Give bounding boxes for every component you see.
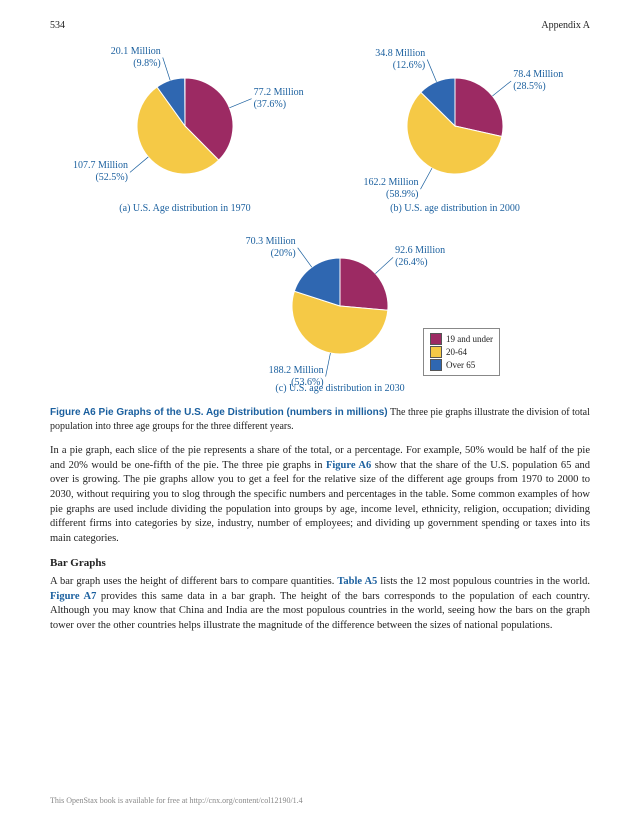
pie-slice-label: 34.8 Million(12.6%): [367, 48, 425, 72]
section-heading-bar-graphs: Bar Graphs: [50, 557, 590, 569]
pie-slice-label: 77.2 Million(37.6%): [254, 87, 304, 111]
pie-caption: (a) U.S. Age distribution in 1970: [65, 203, 305, 214]
paragraph-1: In a pie graph, each slice of the pie re…: [50, 444, 590, 547]
section-label: Appendix A: [541, 20, 590, 31]
paragraph-2: A bar graph uses the height of different…: [50, 575, 590, 634]
pie-caption: (c) U.S. age distribution in 2030: [220, 383, 460, 394]
page-header: 534 Appendix A: [50, 20, 590, 31]
pie-chart-a: 77.2 Million(37.6%) 107.7 Million(52.5%) 2…: [65, 46, 305, 216]
pie-slice-label: 92.6 Million(26.4%): [395, 245, 445, 269]
page-number: 534: [50, 20, 65, 31]
pie-chart-b: 78.4 Million(28.5%) 162.2 Million(58.9%) 3…: [335, 46, 575, 216]
link-table-a5[interactable]: Table A5: [337, 576, 377, 587]
footer-text: This OpenStax book is available for free…: [50, 796, 303, 805]
pie-slice-label: 78.4 Million(28.5%): [513, 69, 563, 93]
pie-caption: (b) U.S. age distribution in 2000: [335, 203, 575, 214]
link-figure-a6[interactable]: Figure A6: [326, 460, 371, 471]
charts-row-1: 77.2 Million(37.6%) 107.7 Million(52.5%) 2…: [50, 46, 590, 216]
link-figure-a7[interactable]: Figure A7: [50, 591, 96, 602]
pie-slice-label: 70.3 Million(20%): [238, 236, 296, 260]
figure-caption-title: Figure A6 Pie Graphs of the U.S. Age Dis…: [50, 407, 388, 418]
charts-row-2: 92.6 Million(26.4%)188.2 Million(53.6%)7…: [50, 226, 590, 396]
pie-chart-c: 92.6 Million(26.4%)188.2 Million(53.6%)7…: [220, 226, 460, 396]
pie-slice-label: 162.2 Million(58.9%): [361, 177, 419, 201]
figure-caption: Figure A6 Pie Graphs of the U.S. Age Dis…: [50, 406, 590, 434]
pie-slice-label: 107.7 Million(52.5%): [70, 160, 128, 184]
pie-slice-label: 20.1 Million(9.8%): [103, 46, 161, 70]
pie-legend: 19 and under20-64Over 65: [423, 328, 500, 376]
